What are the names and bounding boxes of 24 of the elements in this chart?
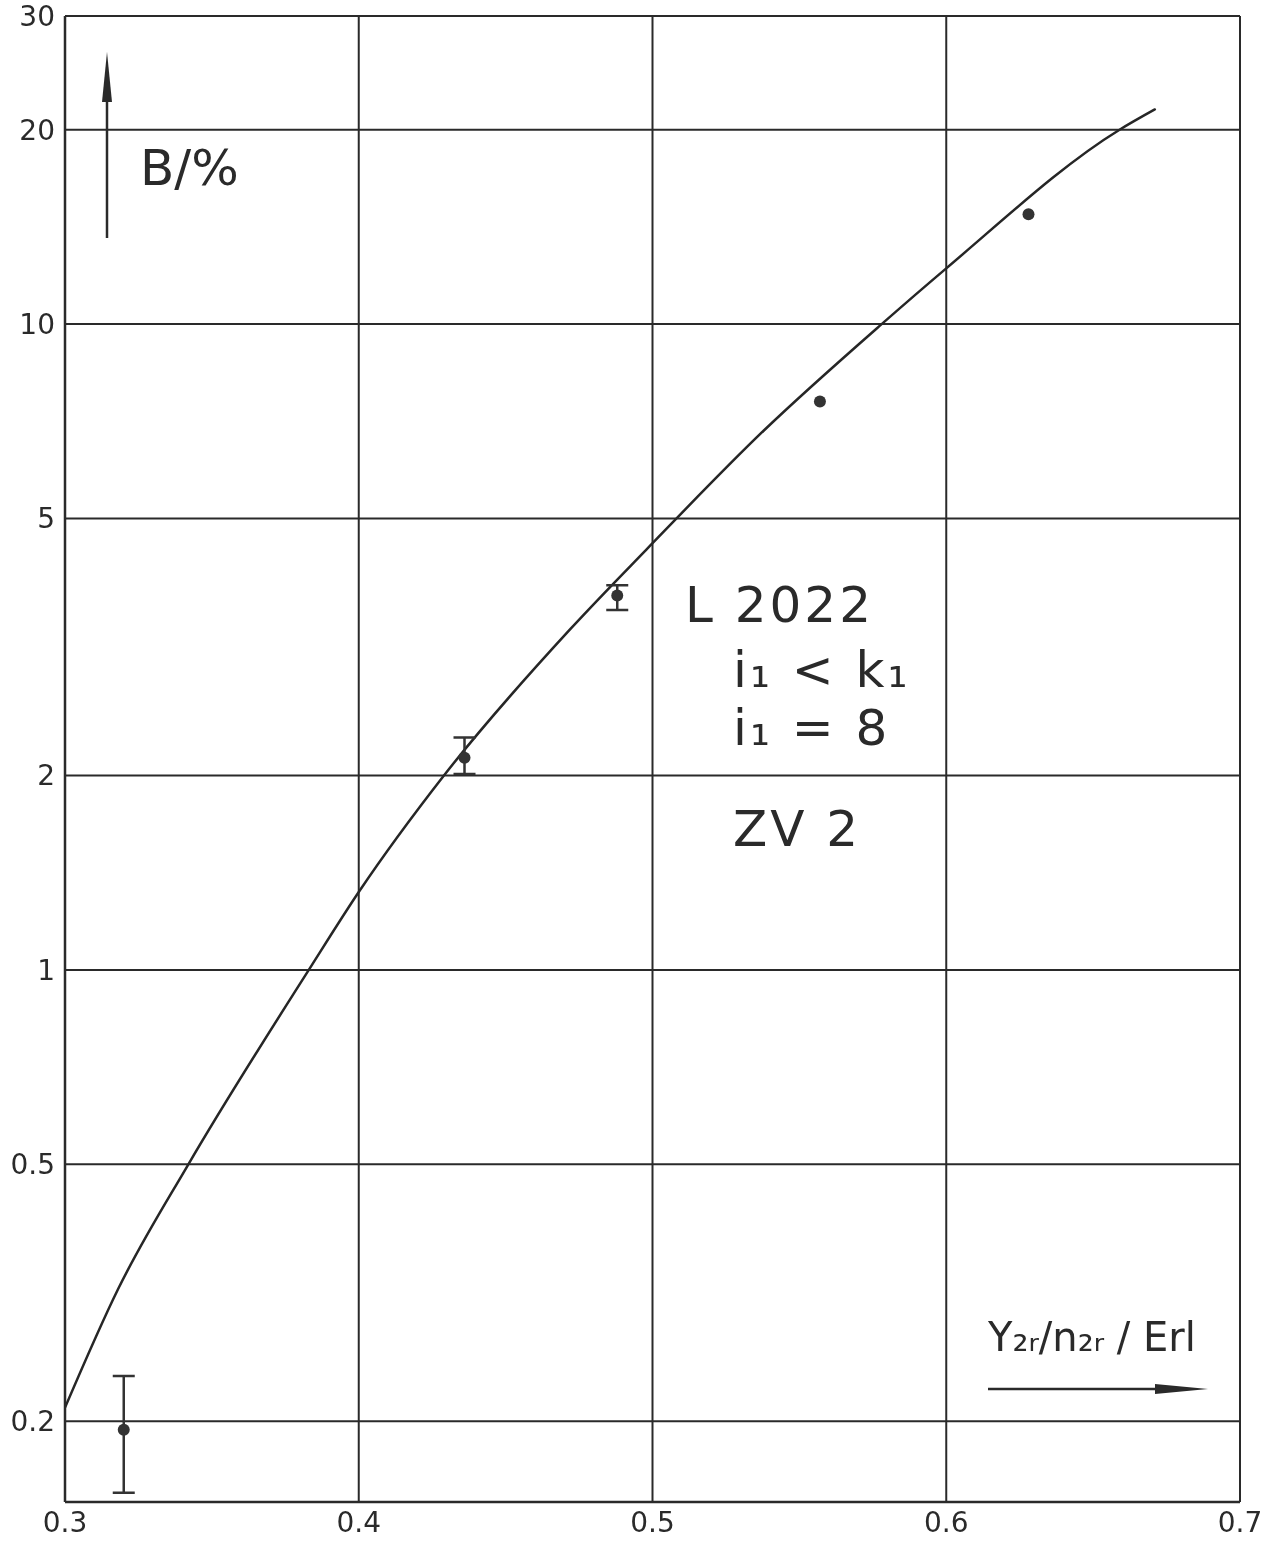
- y-tick-label: 30: [19, 0, 55, 33]
- x-tick-label: 0.3: [42, 1505, 88, 1539]
- point: [117, 1423, 130, 1436]
- point: [1022, 208, 1035, 221]
- y-tick-label: 10: [19, 308, 55, 342]
- point: [611, 589, 624, 602]
- annotation: L 2022: [685, 576, 874, 634]
- annotation: ZV 2: [733, 800, 862, 858]
- point: [458, 751, 471, 764]
- x-tick-label: 0.4: [336, 1505, 382, 1539]
- x-axis-title: Y₂ᵣ/n₂ᵣ / Erl: [987, 1314, 1196, 1360]
- annotation: i₁ = 8: [733, 699, 891, 757]
- y-tick-label: 0.2: [10, 1405, 55, 1439]
- y-tick-label: 1: [37, 953, 55, 987]
- y-tick-label: 5: [37, 502, 55, 536]
- x-tick-label: 0.6: [923, 1505, 969, 1539]
- y-tick-label: 20: [19, 113, 55, 147]
- x-tick-label: 0.7: [1217, 1505, 1263, 1539]
- point: [813, 395, 826, 408]
- y-axis-title: B/%: [140, 139, 239, 197]
- y-tick-label: 2: [37, 759, 55, 793]
- annotation: i₁ < k₁: [733, 641, 911, 699]
- x-tick-label: 0.5: [630, 1505, 675, 1539]
- y-tick-label: 0.5: [10, 1148, 55, 1182]
